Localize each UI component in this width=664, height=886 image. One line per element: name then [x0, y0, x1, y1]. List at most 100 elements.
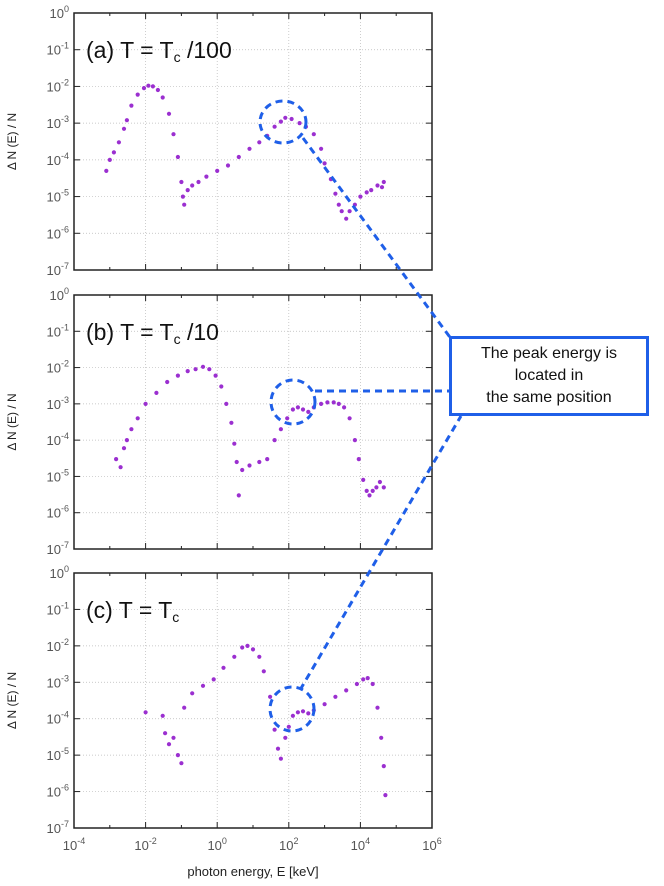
data-point [283, 735, 288, 740]
data-point [272, 124, 277, 129]
data-point [261, 669, 266, 674]
y-tick-label: 10-2 [47, 77, 69, 94]
data-point [129, 427, 134, 432]
data-point [379, 735, 384, 740]
data-point [171, 735, 176, 740]
data-point [278, 427, 283, 432]
data-point [272, 438, 277, 443]
data-point [180, 194, 185, 199]
annotation-line-2: located in [514, 367, 584, 384]
data-point [166, 111, 172, 116]
data-point [185, 188, 190, 193]
data-point [325, 400, 330, 405]
y-axis-label: Δ N (E) / N [5, 113, 19, 170]
data-point [365, 676, 370, 681]
data-point [295, 710, 300, 715]
data-point [381, 485, 386, 490]
y-tick-label: 10-7 [47, 819, 69, 836]
data-point [111, 150, 116, 155]
data-point [369, 188, 374, 193]
x-tick-label: 10-2 [134, 836, 156, 853]
leader-line [298, 415, 463, 691]
data-point [232, 441, 237, 446]
data-point [116, 140, 121, 145]
data-point [215, 168, 220, 173]
data-point [374, 485, 379, 490]
x-tick-label: 106 [422, 836, 441, 853]
data-point [245, 643, 250, 649]
data-point [370, 488, 375, 493]
data-point [234, 459, 239, 465]
y-tick-label: 10-4 [47, 431, 69, 448]
data-point [381, 764, 386, 769]
data-point [143, 401, 148, 406]
data-point [331, 400, 336, 405]
y-tick-label: 10-4 [47, 710, 69, 727]
panel-label: (c) T = Tc [86, 597, 179, 625]
x-tick-label: 104 [351, 836, 370, 853]
data-point [333, 191, 338, 196]
data-point [278, 119, 283, 124]
data-point [179, 179, 184, 185]
data-point [135, 416, 140, 421]
data-point [182, 202, 187, 207]
data-point [213, 373, 218, 378]
data-point [179, 761, 184, 766]
data-point [224, 401, 229, 406]
y-tick-label: 10-3 [47, 673, 69, 690]
data-point [204, 174, 209, 179]
data-point [319, 146, 324, 151]
y-axis-label: Δ N (E) / N [5, 672, 19, 729]
data-point [356, 457, 361, 462]
data-point [247, 146, 252, 151]
data-point [247, 463, 252, 468]
annotation-box: The peak energy is located in the same p… [449, 336, 649, 416]
data-point [107, 157, 112, 162]
data-point [257, 459, 262, 465]
data-point [333, 694, 338, 699]
y-tick-label: 10-1 [47, 600, 69, 617]
x-axis-label: photon energy, E [keV] [187, 864, 318, 879]
annotation-line-1: The peak energy is [480, 345, 618, 362]
data-point [297, 121, 302, 126]
data-point [207, 367, 212, 372]
x-tick-label: 10-4 [63, 836, 85, 853]
data-point [347, 416, 352, 421]
data-point [240, 645, 245, 650]
data-point [124, 438, 129, 443]
data-point [129, 103, 134, 108]
data-point [322, 702, 327, 707]
highlight-circle [258, 99, 308, 145]
data-point [300, 407, 306, 412]
data-point [232, 654, 237, 659]
data-point [141, 86, 147, 91]
data-point [336, 401, 341, 406]
data-point [175, 373, 180, 378]
data-point [354, 681, 359, 687]
data-point [185, 369, 190, 374]
data-point [190, 691, 195, 696]
data-point [383, 793, 388, 798]
y-tick-label: 10-5 [47, 188, 69, 205]
leader-line [301, 137, 454, 341]
data-point [193, 367, 198, 372]
y-tick-label: 10-2 [47, 637, 69, 654]
data-point [171, 132, 176, 137]
data-point [272, 727, 277, 732]
data-point [182, 705, 187, 710]
chart-panel-1: 10-7 10-6 10-5 10-4 10-3 10-2 10-1 100 Δ N (E) /… [5, 4, 433, 278]
y-tick-label: 10-1 [47, 41, 69, 58]
x-tick-label: 100 [207, 836, 226, 853]
data-point [370, 681, 375, 687]
data-point [229, 420, 234, 425]
data-point [278, 756, 283, 761]
data-point [225, 163, 231, 168]
y-tick-label: 10-6 [47, 783, 69, 800]
data-point [175, 753, 180, 758]
data-point [166, 742, 172, 747]
data-point [352, 438, 357, 443]
y-axis-label: Δ N (E) / N [5, 393, 19, 450]
x-tick-label: 102 [279, 836, 298, 853]
data-point [236, 493, 241, 498]
y-tick-label: 10-5 [47, 467, 69, 484]
